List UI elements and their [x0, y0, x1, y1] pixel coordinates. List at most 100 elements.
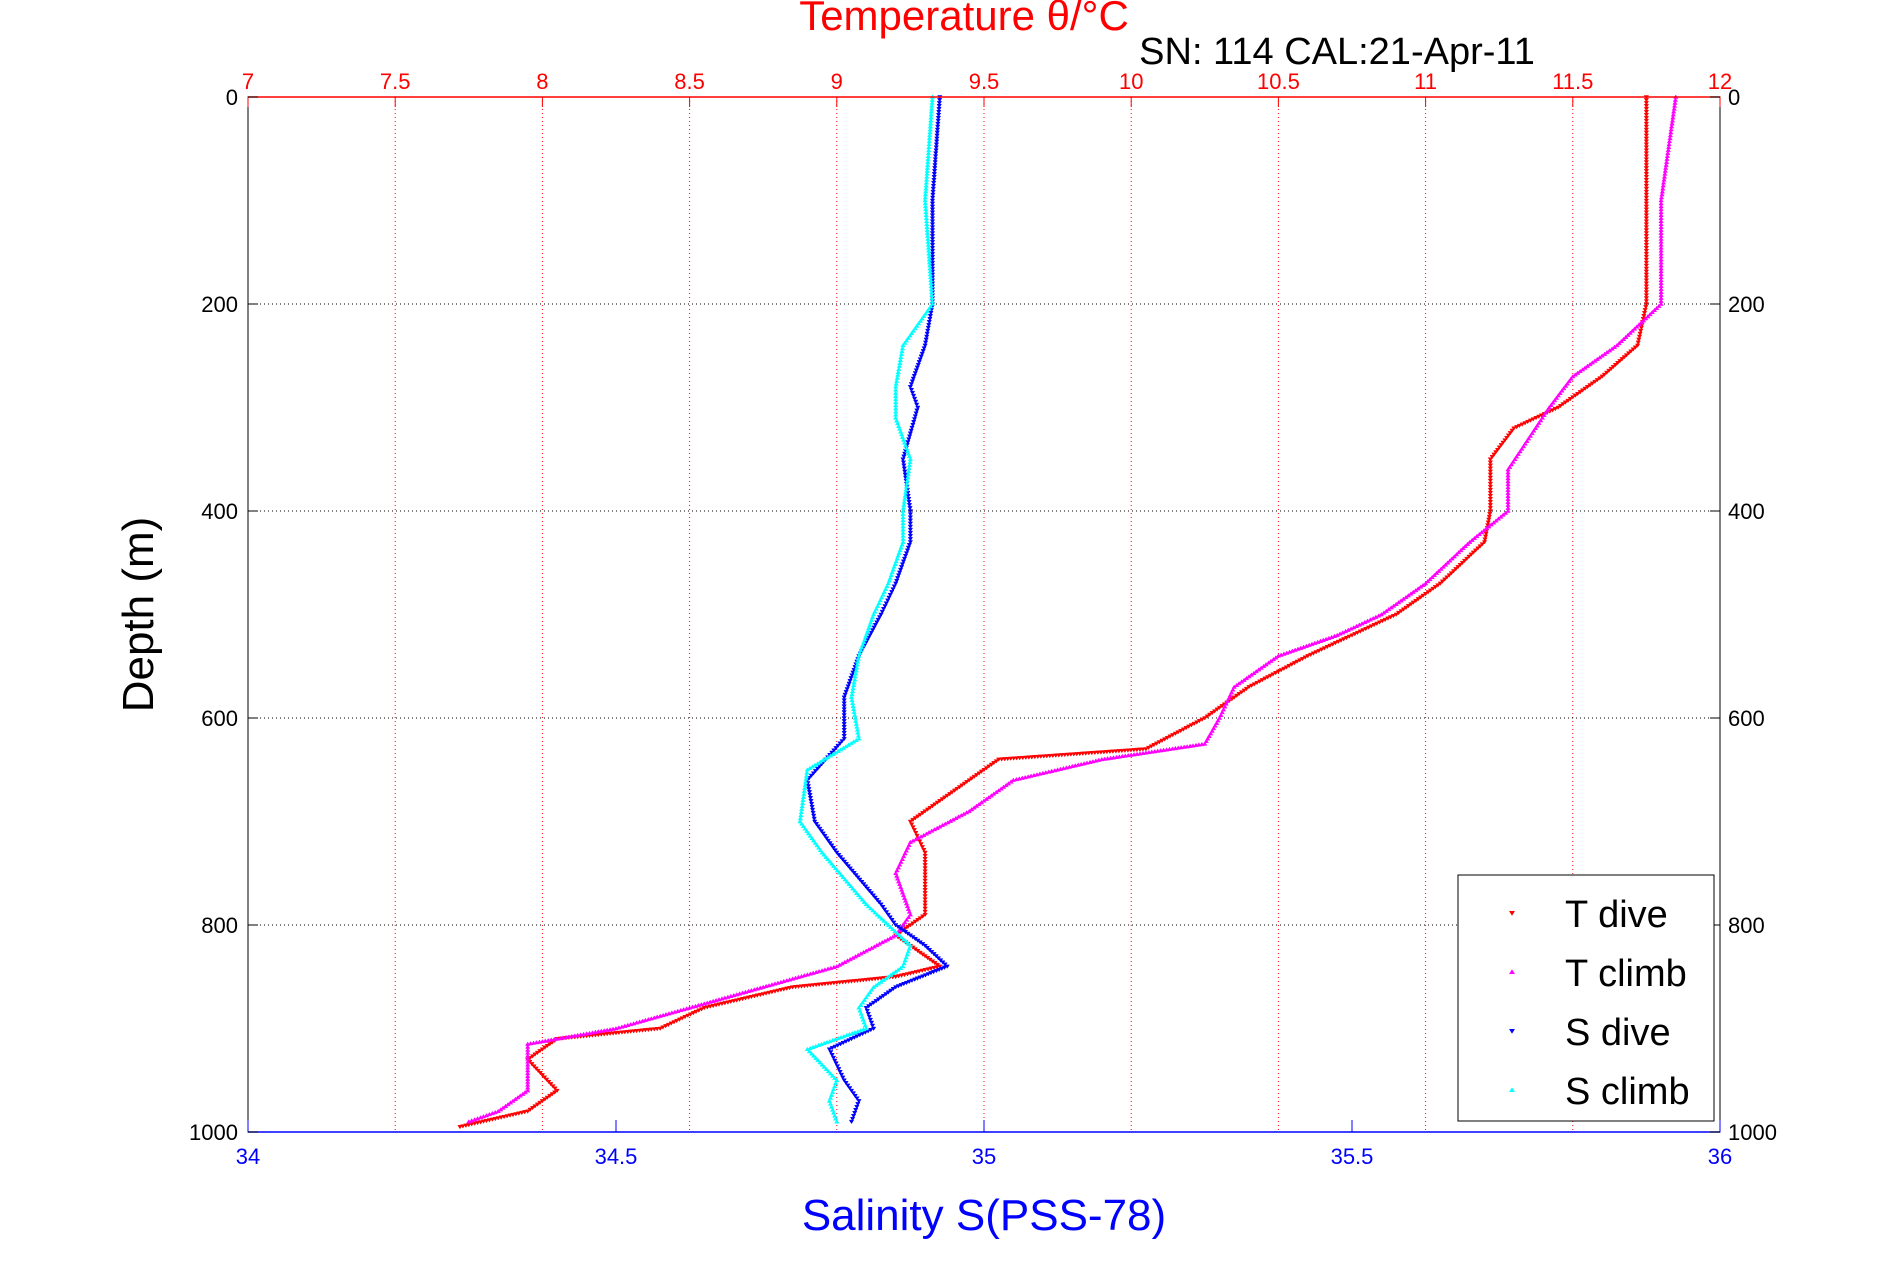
- data-point: [628, 1021, 634, 1027]
- data-point: [921, 847, 927, 853]
- data-point: [845, 742, 852, 747]
- data-point: [870, 984, 877, 989]
- data-point: [695, 1002, 702, 1008]
- data-point: [1248, 672, 1255, 677]
- data-point: [1403, 594, 1409, 600]
- data-point: [870, 628, 876, 633]
- data-point: [804, 1046, 811, 1051]
- data-point: [529, 1062, 535, 1067]
- data-point: [1525, 436, 1532, 441]
- data-point: [1405, 593, 1412, 598]
- data-point: [893, 581, 899, 586]
- data-point: [871, 944, 877, 949]
- data-point: [903, 551, 910, 556]
- data-point: [867, 989, 873, 995]
- data-point: [1643, 175, 1650, 180]
- chart-title: Temperature θ/°C: [799, 0, 1129, 39]
- data-point: [929, 231, 936, 236]
- data-point: [905, 941, 911, 946]
- data-point: [1410, 589, 1416, 594]
- data-point: [915, 835, 922, 840]
- data-point: [858, 647, 864, 653]
- data-point: [575, 1032, 581, 1038]
- data-point: [1643, 210, 1650, 215]
- data-point: [919, 351, 925, 357]
- data-point: [1651, 307, 1658, 313]
- temperature-tick-label: 11: [1414, 69, 1437, 94]
- data-point: [1637, 331, 1643, 337]
- data-point: [880, 607, 887, 612]
- data-point: [863, 995, 869, 1000]
- data-point: [1102, 756, 1108, 761]
- data-point: [855, 952, 861, 957]
- data-point: [863, 634, 869, 639]
- data-point: [894, 576, 901, 581]
- data-point: [1447, 558, 1453, 563]
- data-point: [893, 932, 899, 938]
- legend-marker: [1508, 969, 1516, 975]
- data-point: [757, 985, 763, 990]
- data-point: [865, 1011, 871, 1017]
- data-point: [841, 704, 847, 709]
- data-point: [878, 612, 884, 617]
- data-point: [888, 972, 894, 977]
- data-point: [827, 859, 833, 864]
- data-point: [838, 872, 844, 877]
- data-point: [922, 875, 928, 880]
- data-point: [505, 1101, 511, 1107]
- data-point: [812, 840, 818, 845]
- data-point: [619, 1024, 625, 1029]
- data-point: [922, 869, 928, 874]
- data-point: [1408, 591, 1414, 596]
- data-point: [961, 811, 967, 816]
- data-point: [1122, 753, 1128, 758]
- data-point: [909, 425, 915, 431]
- data-point: [686, 1005, 693, 1010]
- data-point: [1543, 410, 1549, 415]
- data-point: [586, 1030, 593, 1035]
- data-point: [841, 719, 847, 724]
- data-point: [1643, 204, 1650, 209]
- data-point: [904, 903, 911, 909]
- data-point: [1028, 773, 1034, 778]
- data-point: [1456, 549, 1462, 555]
- data-point: [922, 340, 929, 345]
- data-point: [922, 863, 928, 868]
- data-point: [1584, 363, 1591, 368]
- data-point: [1623, 334, 1629, 339]
- data-point: [1466, 554, 1472, 559]
- data-point: [815, 824, 821, 829]
- data-point: [633, 1020, 640, 1025]
- data-point: [860, 949, 867, 955]
- data-point: [769, 982, 775, 987]
- data-point: [937, 824, 943, 829]
- data-point: [950, 817, 956, 822]
- data-point: [1579, 367, 1586, 372]
- data-point: [806, 790, 813, 795]
- data-point: [864, 886, 871, 891]
- data-point: [1449, 556, 1455, 561]
- data-point: [1572, 372, 1578, 377]
- data-point: [841, 695, 847, 700]
- data-point: [500, 1105, 506, 1110]
- data-point: [466, 1119, 472, 1124]
- data-point: [1546, 405, 1552, 410]
- data-point: [823, 854, 829, 859]
- data-point: [927, 316, 933, 322]
- data-point: [827, 841, 833, 846]
- data-point: [859, 880, 865, 885]
- data-point: [844, 958, 851, 963]
- data-point: [936, 104, 942, 109]
- data-point: [894, 867, 900, 873]
- data-point: [918, 834, 924, 839]
- data-point: [1046, 769, 1052, 774]
- data-point: [1643, 172, 1650, 177]
- data-point: [1220, 707, 1227, 712]
- data-point: [929, 257, 936, 263]
- data-point: [1013, 776, 1020, 782]
- data-point: [1643, 186, 1650, 192]
- data-point: [931, 827, 938, 832]
- data-point: [807, 833, 813, 838]
- data-point: [1654, 305, 1660, 310]
- data-point: [905, 914, 912, 920]
